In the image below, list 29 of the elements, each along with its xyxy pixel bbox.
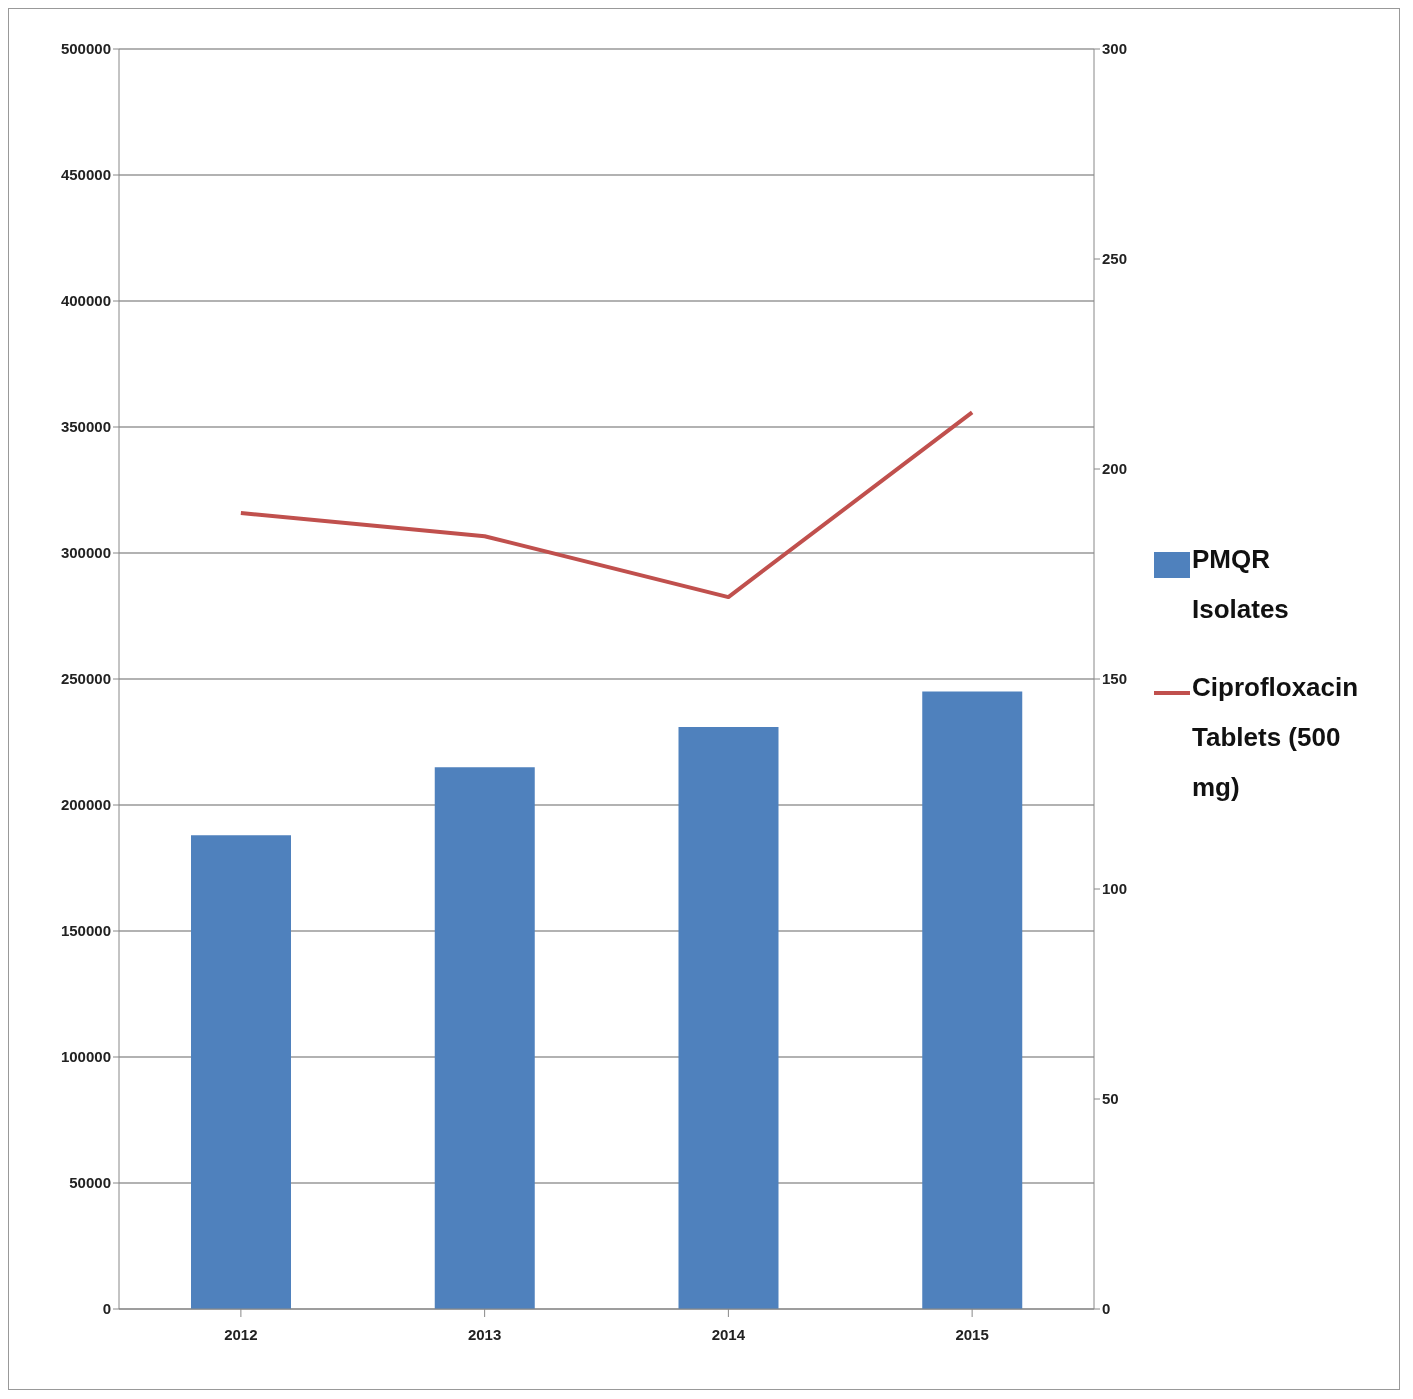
- y2-tick-label: 50: [1102, 1090, 1119, 1108]
- legend-label: PMQR Isolates: [1192, 543, 1290, 626]
- y-tick-label: 100000: [60, 1048, 111, 1066]
- y-tick-label: 250000: [60, 670, 111, 688]
- y2-tick-label: 250: [1102, 250, 1128, 268]
- y-tick-label: 350000: [60, 418, 111, 436]
- x-tick-label: 2012: [224, 1325, 258, 1343]
- line-series: [238, 410, 975, 600]
- y2-tick-label: 0: [1102, 1300, 1111, 1318]
- x-tick-label: 2014: [711, 1325, 746, 1343]
- bar: [922, 691, 1023, 1309]
- y-tick-label: 0: [102, 1300, 111, 1318]
- bar: [191, 835, 291, 1309]
- y2-tick-label: 200: [1102, 460, 1128, 478]
- y-tick-label: 200000: [60, 796, 111, 814]
- y-tick-label: 300000: [60, 544, 111, 562]
- y-tick-label: 450000: [60, 166, 111, 184]
- y-tick-label: 50000: [69, 1174, 111, 1192]
- legend-label: Ciprofloxacin Tablets (500 mg): [1192, 671, 1360, 804]
- y-tick-label: 500000: [60, 40, 111, 58]
- y-tick-label: 150000: [60, 922, 111, 940]
- y2-tick-label: 300: [1102, 40, 1128, 58]
- bar: [434, 767, 535, 1309]
- x-tick-label: 2015: [955, 1325, 989, 1343]
- y2-tick-label: 100: [1102, 880, 1128, 898]
- bar: [678, 726, 779, 1309]
- x-tick-label: 2013: [467, 1325, 502, 1343]
- y-tick-label: 400000: [60, 292, 111, 310]
- y2-tick-label: 150: [1102, 670, 1128, 688]
